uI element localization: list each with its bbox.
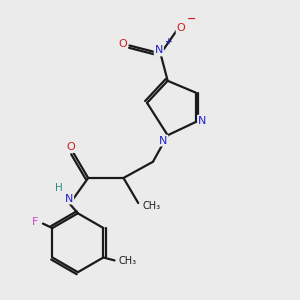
Text: O: O xyxy=(118,39,127,49)
Text: CH₃: CH₃ xyxy=(142,201,160,211)
Text: O: O xyxy=(176,23,185,33)
Text: N: N xyxy=(159,136,167,146)
Text: H: H xyxy=(56,183,63,193)
Text: N: N xyxy=(65,194,73,204)
Text: O: O xyxy=(66,142,75,152)
Text: +: + xyxy=(165,37,172,46)
Text: CH₃: CH₃ xyxy=(118,256,136,266)
Text: −: − xyxy=(187,14,196,23)
Text: N: N xyxy=(154,46,163,56)
Text: N: N xyxy=(198,116,206,126)
Text: F: F xyxy=(32,217,38,227)
